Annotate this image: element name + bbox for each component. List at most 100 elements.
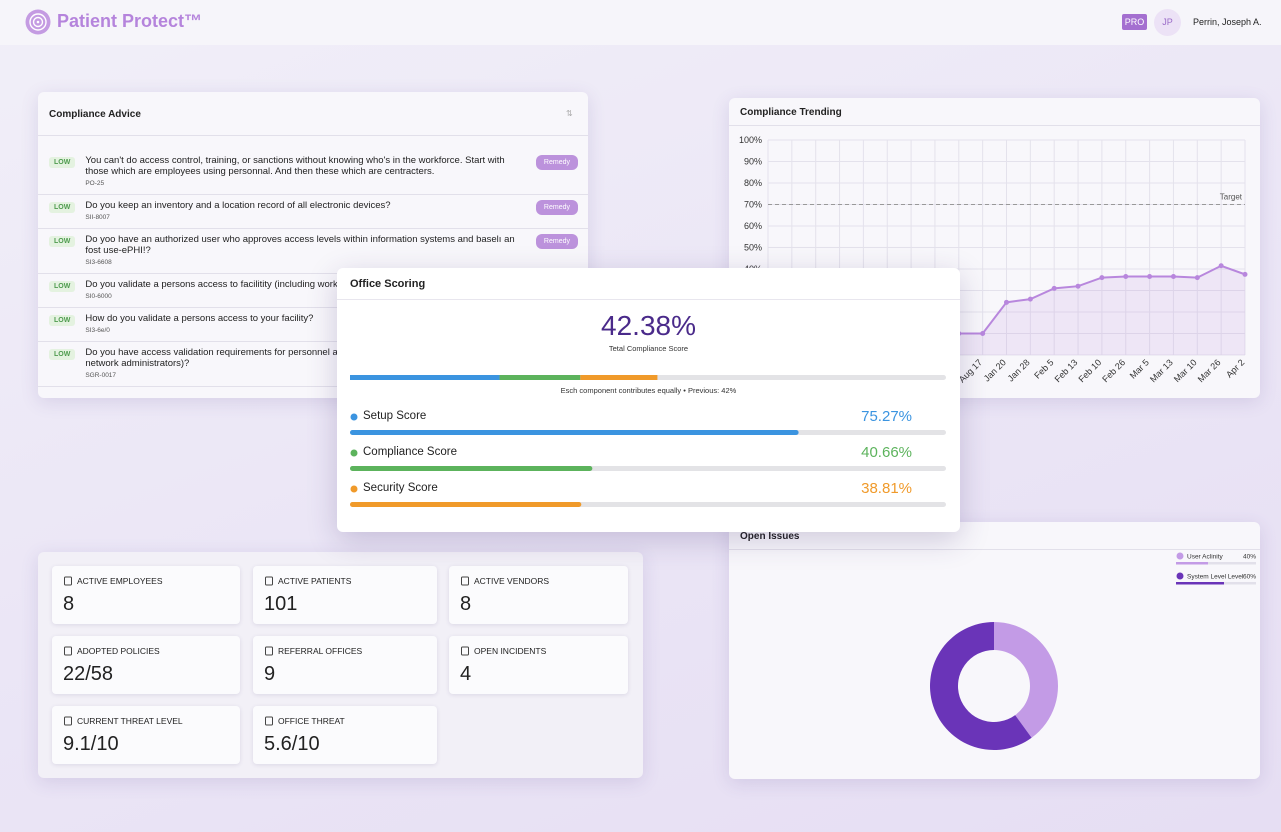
- plan-badge: PRO: [1122, 14, 1147, 30]
- advice-text-block: Do yoo have an authorized user who appro…: [85, 234, 524, 268]
- stat-icon: [64, 576, 72, 586]
- score-bar: [350, 466, 593, 471]
- total-segment: [499, 375, 581, 380]
- compliance-advice-panel: Compliance Advice ⇅ LOW You can't do acce…: [38, 92, 588, 398]
- advice-row: LOW Do you keep an inventory and a locati…: [38, 195, 588, 229]
- remedy-button[interactable]: Remedy: [535, 155, 578, 170]
- score-value: 75.27%: [861, 408, 912, 425]
- advice-text: Do you have access validation requiremen…: [85, 347, 555, 369]
- icon-shape: [64, 576, 72, 586]
- trend-point: [1194, 275, 1200, 281]
- trend-point: [980, 331, 986, 336]
- stat-icon: [461, 576, 469, 586]
- advice-code: PO-25: [85, 180, 105, 187]
- x-tick-label: Feb 26: [1100, 357, 1127, 384]
- stat-card: ADOPTED POLICIES 22/58: [52, 636, 240, 694]
- stat-icon: [265, 716, 273, 726]
- advice-row: LOW Do you validate a persons access to f…: [38, 274, 588, 308]
- trend-point: [1242, 271, 1248, 277]
- advice-code: SI3-6608: [85, 259, 112, 266]
- icon-shape: [461, 576, 469, 586]
- remedy-button[interactable]: Remedy: [535, 200, 578, 215]
- score-dot: [350, 485, 358, 493]
- trend-area: [768, 265, 1245, 355]
- stats-panel: ACTIVE EMPLOYEES 8 ACTIVE PATIENTS 101 ACTIV…: [38, 552, 643, 778]
- x-tick-label: Jan 20: [982, 357, 1008, 383]
- stat-label: ADOPTED POLICIES: [77, 646, 160, 656]
- legend-dot: [1176, 552, 1184, 560]
- donut-segment: [994, 622, 1058, 738]
- legend-track: [1176, 562, 1256, 565]
- sort-icon[interactable]: ⇅: [566, 109, 573, 118]
- advice-code: SGR-0017: [85, 372, 117, 379]
- stat-card: REFERRAL OFFICES 9: [253, 636, 437, 694]
- y-tick-label: 50%: [744, 243, 762, 253]
- trend-point: [1170, 274, 1176, 280]
- advice-code: SII-8007: [85, 214, 110, 221]
- stat-icon: [461, 646, 469, 656]
- office-scoring-modal: Office Scoring 42.38% Tetal Compliance Sco…: [337, 268, 960, 532]
- trend-point: [1147, 274, 1153, 280]
- advice-text-block: Do you keep an inventory and a location …: [85, 200, 524, 223]
- icon-shape: [265, 716, 273, 726]
- panel-title: Open Issues: [740, 531, 800, 542]
- x-tick-label: Apr 2: [1224, 357, 1246, 379]
- x-tick-label: Feb 10: [1076, 357, 1103, 384]
- divider: [38, 135, 588, 136]
- advice-row: LOW Do you have access validation require…: [38, 342, 588, 387]
- trend-point: [1075, 283, 1081, 289]
- score-dot: [350, 449, 358, 457]
- stat-icon: [64, 646, 72, 656]
- target-label: Target: [1220, 193, 1243, 202]
- x-tick-label: Aug 17: [957, 357, 984, 384]
- legend-bar: [1176, 582, 1224, 585]
- trend-point: [1099, 275, 1105, 281]
- open-issues-panel: Open Issues User Aclinity 40% System Level …: [729, 522, 1260, 779]
- stat-value: 8: [63, 593, 75, 615]
- trend-point: [1051, 285, 1057, 291]
- stat-card: ACTIVE EMPLOYEES 8: [52, 566, 240, 624]
- level-badge: LOW: [49, 281, 76, 292]
- x-tick-label: Mar 26: [1196, 357, 1223, 384]
- score-value: 38.81%: [861, 480, 912, 497]
- divider: [729, 549, 1260, 550]
- divider: [337, 299, 960, 300]
- score-bar: [350, 430, 799, 435]
- advice-text: Do you validate a persons access to faci…: [85, 279, 435, 290]
- stat-value: 5.6/10: [264, 733, 320, 755]
- remedy-button[interactable]: Remedy: [535, 234, 578, 249]
- level-badge: LOW: [49, 202, 76, 213]
- stat-card: ACTIVE PATIENTS 101: [253, 566, 437, 624]
- level-badge: LOW: [49, 236, 76, 247]
- advice-code: SI3-6e/0: [85, 327, 110, 334]
- total-score: 42.38%: [601, 310, 696, 341]
- brand: Patient Protect™: [57, 11, 203, 31]
- stat-icon: [265, 646, 273, 656]
- icon-shape: [265, 646, 273, 656]
- icon-shape: [461, 646, 469, 656]
- stat-card: ACTIVE VENDORS 8: [449, 566, 628, 624]
- level-badge: LOW: [49, 349, 76, 360]
- divider: [729, 125, 1260, 126]
- stat-label: OPEN INCIDENTS: [474, 646, 547, 656]
- icon-shape: [64, 716, 72, 726]
- stat-value: 9.1/10: [63, 733, 119, 755]
- legend-bar: [1176, 562, 1208, 565]
- advice-text: Do you keep an inventory and a location …: [85, 200, 391, 211]
- trend-point: [1218, 263, 1224, 269]
- score-dot: [350, 413, 358, 421]
- logo-icon: [25, 9, 51, 35]
- score-bars: [350, 375, 946, 507]
- panel-title: Compliance Trending: [740, 107, 842, 118]
- trend-point: [1004, 299, 1009, 305]
- score-bar: [350, 502, 582, 507]
- modal-title: Office Scoring: [350, 278, 426, 290]
- y-tick-label: 90%: [744, 157, 762, 167]
- advice-text-block: You can't do access control, training, o…: [85, 155, 524, 189]
- user-name[interactable]: Perrin, Joseph A.: [1193, 17, 1262, 27]
- stat-icon: [64, 716, 72, 726]
- donut-chart: User Aclinity 40% System Level Level 60%: [930, 552, 1256, 750]
- avatar[interactable]: JP: [1154, 9, 1181, 36]
- stat-label: ACTIVE VENDORS: [474, 576, 550, 586]
